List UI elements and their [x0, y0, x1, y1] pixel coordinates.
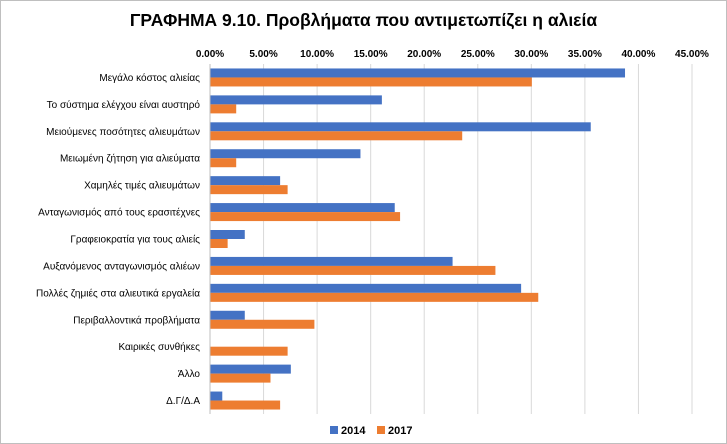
- x-tick-label: 10.00%: [300, 49, 334, 60]
- category-label: Καιρικές συνθήκες: [118, 341, 200, 353]
- bar-2017: [210, 212, 401, 222]
- category-label: Γραφειοκρατία για τους αλιείς: [70, 234, 200, 246]
- bar-2014: [210, 310, 245, 320]
- bar-2014: [210, 176, 281, 186]
- bar-2014: [210, 149, 361, 159]
- legend-swatch-2017: [377, 426, 385, 434]
- category-label: Περιβαλλοντικά προβλήματα: [73, 314, 200, 326]
- bar-2017: [210, 158, 237, 168]
- bar-2017: [210, 104, 237, 114]
- category-label: Πολλές ζημιές στα αλιευτικά εργαλεία: [36, 287, 200, 299]
- bar-2017: [210, 185, 288, 195]
- category-label: Δ.Γ/Δ.Α: [166, 396, 200, 407]
- x-tick-label: 25.00%: [461, 49, 495, 60]
- legend-label-2014: 2014: [341, 425, 366, 437]
- bar-2014: [210, 256, 453, 266]
- x-tick-label: 30.00%: [514, 49, 548, 60]
- category-label: Μειωμένη ζήτηση για αλιεύματα: [60, 153, 200, 165]
- category-label: Το σύστημα ελέγχου είναι αυστηρό: [47, 99, 201, 111]
- bar-2017: [210, 292, 539, 302]
- bar-2017: [210, 373, 271, 383]
- bar-2014: [210, 122, 591, 132]
- category-label: Αυξανόμενος ανταγωνισμός αλιέων: [43, 260, 200, 272]
- bar-2014: [210, 68, 626, 78]
- x-tick-label: 45.00%: [675, 49, 709, 60]
- bar-2017: [210, 265, 496, 275]
- category-label: Ανταγωνισμός από τους ερασιτέχνες: [38, 207, 200, 219]
- bar-2017: [210, 131, 463, 141]
- x-tick-label: 15.00%: [354, 49, 388, 60]
- bar-2017: [210, 319, 315, 329]
- x-tick-label: 0.00%: [196, 49, 224, 60]
- bar-2017: [210, 77, 532, 87]
- category-label: Χαμηλές τιμές αλιευμάτων: [84, 180, 200, 192]
- bar-2014: [210, 391, 223, 401]
- chart-title: ΓΡΑΦΗΜΑ 9.10. Προβλήματα που αντιμετωπίζ…: [129, 10, 598, 30]
- x-tick-label: 40.00%: [621, 49, 655, 60]
- legend-label-2017: 2017: [388, 425, 412, 437]
- bar-2017: [210, 346, 288, 356]
- bar-2014: [210, 230, 245, 239]
- bar-2014: [210, 283, 522, 293]
- category-label: Άλλο: [178, 369, 201, 380]
- category-label: Μειούμενες ποσότητες αλιευμάτων: [46, 126, 200, 138]
- bar-2014: [210, 95, 382, 105]
- bar-2014: [210, 364, 291, 374]
- bar-2017: [210, 239, 228, 248]
- legend-swatch-2014: [330, 426, 338, 434]
- bar-2017: [210, 400, 281, 410]
- x-tick-label: 35.00%: [568, 49, 602, 60]
- x-tick-label: 20.00%: [407, 49, 441, 60]
- category-label: Μεγάλο κόστος αλιείας: [99, 72, 200, 84]
- x-tick-label: 5.00%: [249, 49, 277, 60]
- bar-2014: [210, 203, 395, 213]
